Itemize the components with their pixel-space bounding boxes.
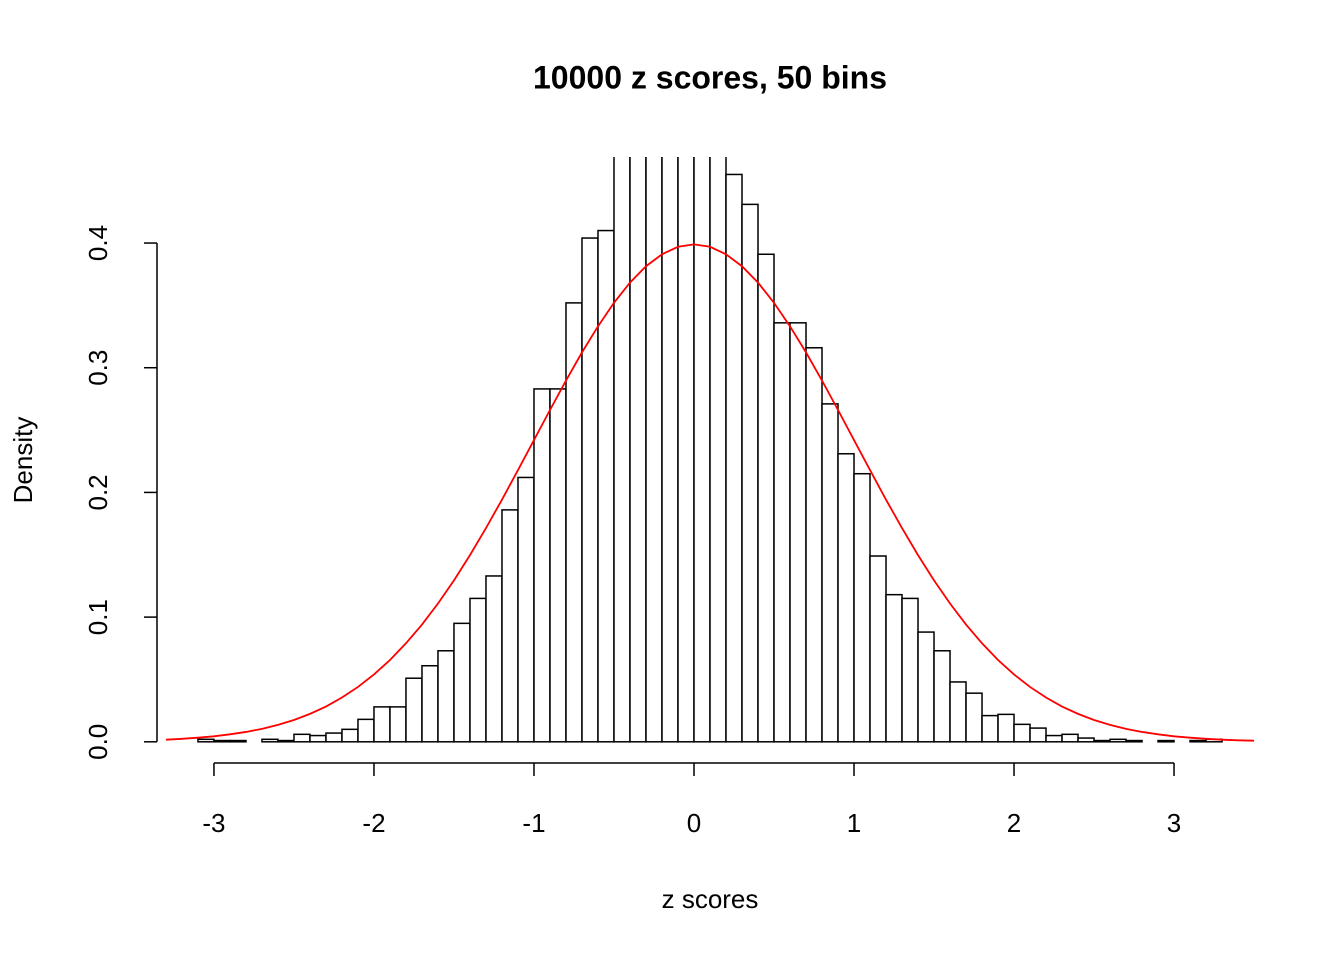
- bar: [773, 322, 791, 743]
- bar: [661, 157, 679, 743]
- bar: [1125, 739, 1143, 743]
- bar: [741, 203, 759, 743]
- bar: [581, 237, 599, 743]
- bar: [965, 692, 983, 743]
- bar: [1061, 733, 1079, 743]
- y-tick-label: 0.4: [83, 225, 113, 261]
- bar: [917, 631, 935, 743]
- bar: [645, 157, 663, 743]
- y-tick-label: 0.1: [83, 599, 113, 635]
- bar: [453, 622, 471, 743]
- bar: [293, 733, 311, 743]
- bar: [1029, 727, 1047, 743]
- bar: [1045, 734, 1063, 743]
- bar: [1157, 739, 1175, 743]
- density-curve: [165, 243, 1255, 742]
- x-tick-label: 0: [687, 808, 701, 838]
- bar: [485, 575, 503, 743]
- x-tick-label: -2: [362, 808, 385, 838]
- x-tick-label: 3: [1167, 808, 1181, 838]
- bar: [357, 718, 375, 743]
- x-tick-label: 1: [847, 808, 861, 838]
- x-tick-label: -3: [202, 808, 225, 838]
- bar: [709, 157, 727, 743]
- bar: [1013, 723, 1031, 743]
- bar: [757, 253, 775, 743]
- x-axis-label: z scores: [662, 884, 759, 914]
- bar: [821, 403, 839, 743]
- bar: [1109, 738, 1127, 743]
- bar: [213, 739, 231, 743]
- y-tick-label: 0.0: [83, 724, 113, 760]
- bar: [565, 302, 583, 743]
- bar: [229, 739, 247, 743]
- bar: [677, 157, 695, 743]
- bar: [885, 593, 903, 743]
- bar: [933, 650, 951, 743]
- bar: [997, 713, 1015, 743]
- bar: [837, 453, 855, 743]
- bar: [197, 738, 215, 743]
- bar: [341, 728, 359, 743]
- bar: [1077, 737, 1095, 743]
- bar: [901, 597, 919, 743]
- bar: [261, 738, 279, 743]
- bar: [1093, 739, 1111, 743]
- plot-area: [165, 157, 1255, 743]
- x-tick-label: -1: [522, 808, 545, 838]
- bar: [629, 157, 647, 743]
- bar: [501, 509, 519, 743]
- bar: [533, 388, 551, 743]
- bar: [949, 681, 967, 743]
- x-tick-label: 2: [1007, 808, 1021, 838]
- bar: [389, 706, 407, 743]
- y-tick-label: 0.2: [83, 474, 113, 510]
- bar: [373, 706, 391, 743]
- bar: [805, 347, 823, 743]
- bar: [309, 734, 327, 743]
- bar: [1189, 739, 1207, 743]
- bar: [421, 664, 439, 743]
- bar: [853, 472, 871, 743]
- bar: [437, 650, 455, 743]
- y-tick-label: 0.3: [83, 350, 113, 386]
- bar: [693, 157, 711, 743]
- bar: [277, 739, 295, 743]
- bar: [517, 476, 535, 743]
- bar: [325, 732, 343, 743]
- bar: [405, 677, 423, 743]
- bar: [789, 322, 807, 743]
- y-axis-label: Density: [8, 417, 38, 504]
- bar: [869, 555, 887, 743]
- bar: [549, 388, 567, 743]
- bar: [469, 597, 487, 743]
- bar: [981, 714, 999, 743]
- chart-title: 10000 z scores, 50 bins: [533, 59, 887, 95]
- bar: [613, 157, 631, 743]
